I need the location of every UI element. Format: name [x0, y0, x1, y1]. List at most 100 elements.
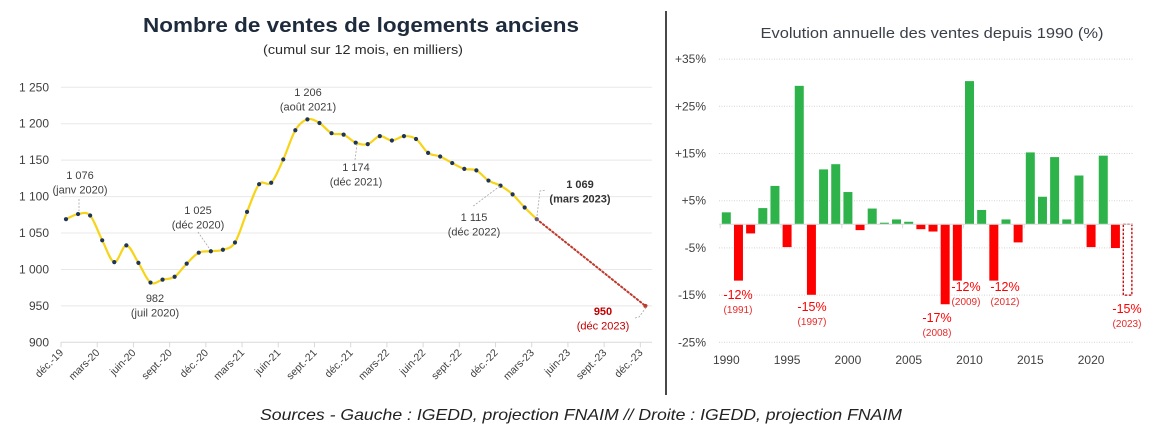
right-bar-annotation-value: -15% — [1112, 302, 1141, 316]
left-data-point — [474, 168, 479, 173]
right-bar-positive — [976, 209, 987, 225]
right-bar-annotation-year: (2023) — [1113, 319, 1142, 330]
left-x-tick-label: déc.-22 — [467, 347, 500, 380]
left-x-tick-label: mars-23 — [501, 347, 537, 383]
left-data-point — [281, 157, 286, 162]
right-y-tick-label: +35% — [675, 52, 706, 66]
left-annotation-leader — [471, 185, 501, 208]
left-annotation-value: 1 025 — [184, 205, 212, 217]
sources-footer: Sources - Gauche : IGEDD, projection FNA… — [260, 407, 903, 424]
right-bar-negative — [745, 224, 756, 235]
left-x-tick-label: déc.-19 — [33, 347, 66, 380]
left-data-point — [293, 128, 298, 133]
left-x-tick-label: mars-21 — [211, 347, 247, 383]
left-y-tick-label: 1 050 — [19, 226, 49, 240]
right-bar-annotation-value: -12% — [990, 280, 1019, 294]
left-data-point — [462, 166, 467, 171]
right-bar-negative — [806, 224, 817, 296]
left-data-point — [365, 142, 370, 147]
left-data-point — [389, 138, 394, 143]
right-bar-negative — [988, 224, 999, 282]
left-annotation-value: 1 076 — [66, 170, 94, 182]
right-x-tick-label: 2020 — [1078, 353, 1105, 367]
right-bar-annotation-value: -17% — [922, 311, 951, 325]
left-x-tick-label: mars-22 — [356, 347, 392, 383]
left-chart-subtitle: (cumul sur 12 mois, en milliers) — [263, 42, 463, 57]
right-chart-annual-change: Evolution annuelle des ventes depuis 199… — [675, 25, 1142, 367]
right-y-axis-labels: -25% -15% -5% +5% +15% +25% +35% — [675, 52, 706, 349]
right-bar-positive — [842, 191, 853, 225]
right-y-tick-label: +25% — [675, 99, 706, 113]
left-annotation-value: 1 206 — [294, 87, 322, 99]
right-bar-negative — [733, 224, 744, 282]
right-bar-negative — [854, 224, 866, 231]
left-annotation-value: 1 174 — [342, 162, 370, 174]
left-data-point — [184, 261, 189, 266]
right-bar-annotation-year: (2012) — [991, 297, 1020, 308]
left-data-point — [510, 192, 515, 197]
left-data-point — [136, 260, 141, 265]
right-x-axis: 1990 1995 2000 2005 2010 2015 2020 — [713, 223, 1133, 367]
right-bar-positive — [721, 211, 732, 225]
right-bar-negative — [1013, 224, 1024, 244]
left-annotation-leader — [197, 231, 210, 249]
right-bar-annotation-year: (1997) — [798, 317, 827, 328]
left-projection-point — [643, 303, 648, 308]
right-bar-positive — [1073, 174, 1085, 225]
left-data-point — [534, 217, 539, 222]
left-annotation-date: (janv 2020) — [52, 185, 107, 197]
right-bar-annotation-value: -12% — [723, 288, 752, 302]
left-data-point — [75, 211, 81, 217]
left-annotation-date: (déc 2022) — [448, 227, 501, 239]
left-x-tick-label: juin-21 — [252, 347, 284, 379]
left-data-point — [172, 274, 177, 279]
left-x-tick-label: déc.-21 — [323, 347, 356, 380]
left-chart-title: Nombre de ventes de logements anciens — [143, 15, 579, 37]
left-x-tick-label: déc.-20 — [178, 347, 211, 380]
right-bar-annotation-value: -12% — [951, 280, 980, 294]
left-series — [63, 117, 648, 308]
right-bar-annotation-year: (1991) — [724, 305, 753, 316]
right-bar-positive — [1037, 196, 1048, 225]
left-data-point — [160, 277, 165, 282]
left-y-tick-label: 1 100 — [19, 190, 49, 204]
right-annotations: -12% (1991) -15% (1997) -17% (2008) -12% (2009)… — [723, 280, 1141, 339]
right-bar-projection — [1122, 223, 1133, 296]
left-data-point — [124, 243, 129, 248]
left-y-axis-labels: 900 950 1 000 1 050 1 100 1 150 1 200 1 250 — [19, 80, 49, 349]
left-data-point — [244, 209, 250, 214]
left-x-tick-label: sept.-22 — [429, 347, 464, 382]
left-x-axis: déc.-19 mars-20 juin-20 sept.-20 déc.-20 mars… — [33, 341, 652, 383]
right-bar-negative — [915, 224, 926, 230]
right-bar-positive — [964, 80, 975, 225]
left-data-point — [438, 154, 443, 159]
right-bar-positive — [794, 85, 805, 225]
left-annotation-date: (juil 2020) — [131, 308, 179, 320]
right-bar-positive — [867, 207, 878, 225]
left-annotation-date: (août 2021) — [280, 102, 336, 114]
right-bar-negative — [1086, 224, 1097, 248]
left-annotation-leader — [354, 143, 358, 161]
left-annotation-value: 1 069 — [566, 179, 594, 191]
right-x-tick-label: 1995 — [774, 353, 801, 367]
left-data-point — [100, 238, 105, 243]
left-series-line-projection — [535, 218, 647, 307]
left-data-point — [522, 205, 527, 210]
left-series-line-sales — [65, 117, 538, 285]
left-data-point — [148, 280, 153, 285]
left-data-point — [329, 131, 334, 136]
left-data-point — [401, 134, 407, 139]
left-x-tick-label: sept.-23 — [574, 347, 609, 382]
right-x-tick-label: 2005 — [895, 353, 922, 367]
left-data-point — [208, 249, 213, 254]
left-data-point — [88, 213, 93, 218]
right-bar-annotation-year: (2008) — [923, 328, 952, 339]
right-bar-positive — [1049, 156, 1060, 225]
left-y-tick-label: 1 250 — [19, 80, 49, 94]
right-bar-annotation-year: (2009) — [952, 297, 981, 308]
left-annotation-value: 982 — [146, 293, 164, 305]
left-annotations: 1 076 (janv 2020) 982 (juil 2020) 1 025 (déc … — [52, 87, 649, 333]
left-data-point — [341, 132, 346, 137]
left-annotation-date: (mars 2023) — [549, 194, 610, 206]
